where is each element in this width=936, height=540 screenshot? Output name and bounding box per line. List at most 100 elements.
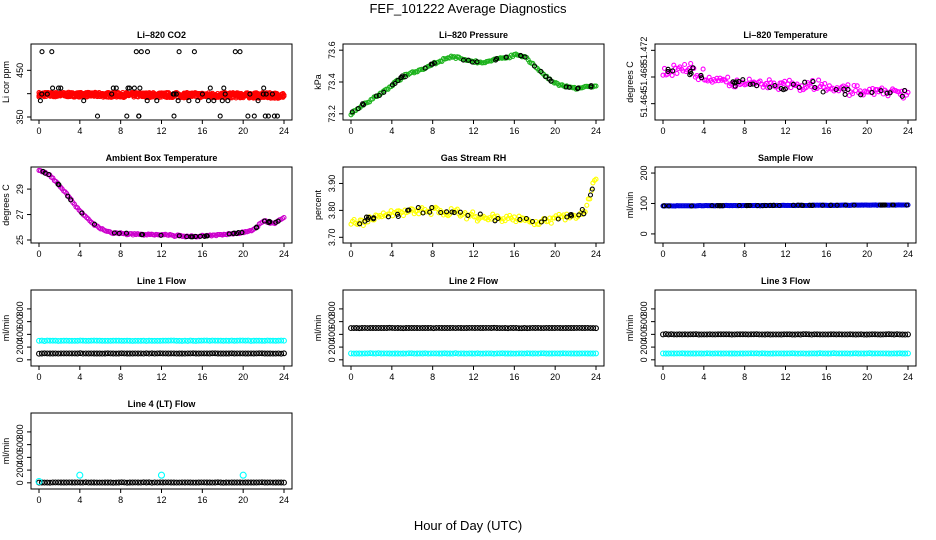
series-point — [372, 325, 379, 331]
series-point — [140, 350, 147, 357]
series-point — [902, 331, 909, 338]
series-point — [250, 479, 257, 486]
series-point — [265, 113, 271, 119]
series-point — [684, 331, 691, 338]
series-point — [126, 337, 133, 344]
data-points — [36, 49, 287, 119]
series-point — [672, 65, 678, 71]
series-point — [788, 85, 794, 91]
series-point — [593, 83, 599, 89]
series-point — [350, 325, 357, 332]
overlay-point — [745, 202, 751, 209]
series-point — [680, 203, 686, 209]
series-point — [728, 350, 735, 357]
series-point — [47, 350, 53, 357]
series-point — [253, 479, 260, 486]
series-point — [469, 324, 476, 331]
series-point — [102, 350, 109, 357]
series-point — [460, 325, 467, 332]
series-point — [58, 337, 64, 344]
series-point — [162, 337, 169, 344]
x-tick-label: 8 — [430, 372, 435, 382]
x-tick-label: 12 — [468, 126, 478, 136]
y-axis-label: ml/min — [1, 315, 11, 342]
series-point — [805, 350, 812, 357]
series-point — [753, 350, 760, 357]
series-point — [256, 479, 263, 486]
series-point — [852, 350, 859, 357]
series-point — [165, 350, 172, 357]
y-tick-label: 51.472 — [639, 37, 649, 65]
series-point — [662, 331, 669, 338]
y-tick-label: 0 — [15, 357, 25, 362]
series-point — [270, 337, 276, 344]
series-point — [60, 479, 67, 486]
series-point — [69, 479, 75, 486]
overlay-point — [253, 225, 259, 231]
overlay-point — [767, 84, 773, 90]
overlay-point — [904, 202, 910, 208]
series-point — [781, 350, 788, 357]
data-points — [660, 331, 911, 357]
series-point — [706, 331, 713, 338]
y-tick-label: 450 — [15, 63, 25, 78]
series-point — [902, 350, 909, 357]
chart-title: Ambient Box Temperature — [106, 153, 218, 163]
series-point — [221, 85, 227, 91]
x-tick-label: 4 — [389, 249, 394, 259]
series-point — [764, 350, 771, 357]
overlay-point — [688, 70, 694, 77]
series-point — [770, 331, 777, 338]
series-point — [687, 331, 694, 338]
series-point — [247, 91, 253, 97]
x-tick-label: 8 — [742, 249, 747, 259]
series-point — [58, 479, 64, 486]
overlay-point — [690, 65, 696, 71]
series-point — [511, 214, 517, 220]
series-point — [107, 337, 114, 344]
series-point — [228, 337, 235, 344]
series-point — [80, 337, 86, 344]
series-point — [121, 479, 128, 486]
series-point — [571, 325, 577, 331]
overlay-point — [457, 209, 463, 215]
series-point — [668, 331, 675, 338]
series-point — [115, 337, 122, 344]
x-tick-label: 8 — [742, 372, 747, 382]
series-point — [460, 350, 467, 357]
overlay-point — [796, 84, 802, 91]
series-point — [568, 350, 575, 357]
series-point — [223, 479, 230, 486]
series-point — [370, 350, 376, 357]
series-point — [190, 479, 197, 486]
x-tick-label: 16 — [509, 126, 519, 136]
series-point — [433, 350, 440, 357]
series-point — [397, 325, 404, 332]
overlay-point — [587, 192, 594, 198]
series-point — [195, 337, 202, 344]
series-point — [816, 350, 823, 357]
chart-line-1-flow: Line 1 Flow ml/min 0 4 8 12 16 20 24 0 20040060080… — [1, 276, 293, 382]
series-point — [704, 331, 710, 338]
series-point — [107, 479, 114, 486]
series-point — [176, 350, 183, 357]
x-tick-label: 16 — [821, 372, 831, 382]
series-point — [737, 350, 744, 357]
chart-title: Line 3 Flow — [761, 276, 811, 286]
series-point — [245, 337, 252, 344]
series-point — [690, 350, 697, 357]
series-point — [405, 325, 412, 331]
series-point — [191, 49, 197, 55]
overlay-point — [420, 210, 426, 216]
chart-sample-flow: Sample Flow ml/min 0 4 8 12 16 20 24 0 100 200 — [625, 153, 917, 259]
series-point — [786, 331, 793, 338]
series-point — [77, 479, 84, 486]
series-point — [827, 350, 834, 357]
series-point — [433, 324, 440, 331]
series-point — [513, 350, 520, 357]
series-point — [159, 479, 166, 486]
x-tick-label: 8 — [118, 495, 123, 505]
series-point — [822, 331, 829, 338]
overlay-point — [820, 202, 826, 208]
series-point — [248, 350, 254, 357]
